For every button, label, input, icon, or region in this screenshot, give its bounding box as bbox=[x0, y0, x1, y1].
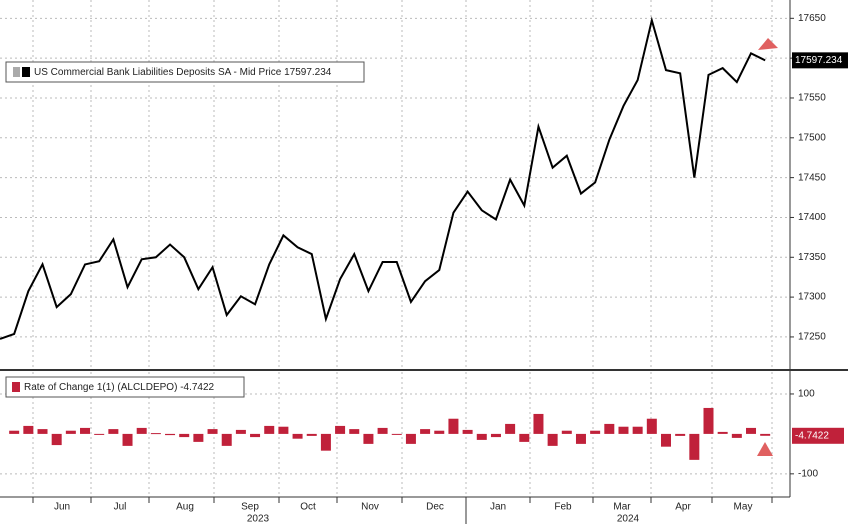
bar bbox=[533, 413, 544, 434]
x-tick-label: Apr bbox=[675, 502, 691, 513]
year-label: 2023 bbox=[247, 514, 270, 524]
x-tick-label: Oct bbox=[300, 502, 316, 513]
bar bbox=[448, 418, 459, 434]
x-tick-label: Aug bbox=[176, 502, 194, 513]
y-tick-label: 17450 bbox=[798, 172, 826, 183]
x-tick-label: Feb bbox=[554, 502, 572, 513]
bar bbox=[306, 433, 317, 436]
last-value-label: 17597.234 bbox=[795, 55, 843, 66]
x-tick-label: Sep bbox=[241, 502, 259, 513]
bar bbox=[94, 433, 105, 435]
x-tick-label: Mar bbox=[613, 502, 631, 513]
legend-name: Rate of Change 1(1) (ALCLDEPO) bbox=[24, 382, 177, 393]
year-label: 2024 bbox=[617, 514, 640, 524]
bar bbox=[675, 433, 686, 436]
x-tick-label: Jul bbox=[114, 502, 127, 513]
bar bbox=[278, 426, 289, 434]
bar bbox=[547, 433, 558, 446]
x-tick-label: Dec bbox=[426, 502, 444, 513]
bar bbox=[207, 429, 218, 434]
x-tick-label: Jan bbox=[490, 502, 506, 513]
bar bbox=[405, 433, 416, 444]
bar bbox=[604, 423, 615, 434]
legend-swatch bbox=[13, 67, 20, 77]
legend-value: -4.7422 bbox=[180, 382, 214, 393]
last-value-box bbox=[792, 427, 844, 444]
bar bbox=[136, 427, 147, 434]
bar bbox=[420, 429, 431, 434]
marker bbox=[758, 38, 778, 50]
legend-swatch bbox=[12, 382, 20, 392]
y-tick-label: 17400 bbox=[798, 212, 826, 223]
legend-swatch bbox=[22, 67, 30, 77]
y-tick-label: 17650 bbox=[798, 13, 826, 24]
x-tick-label: May bbox=[734, 502, 753, 513]
bar bbox=[717, 431, 728, 434]
x-tick-label: Jun bbox=[54, 502, 70, 513]
bar bbox=[122, 433, 133, 446]
bar bbox=[391, 433, 402, 435]
bar bbox=[575, 433, 586, 444]
bar bbox=[349, 429, 360, 434]
legend-label: Rate of Change 1(1) (ALCLDEPO) -4.7422 bbox=[24, 382, 215, 393]
bar bbox=[292, 433, 303, 439]
bar bbox=[646, 418, 657, 434]
y-tick-label: 17250 bbox=[798, 332, 826, 343]
bar bbox=[9, 430, 20, 434]
bar bbox=[320, 433, 331, 451]
y-tick-label: 17300 bbox=[798, 292, 826, 303]
y-tick-label: 100 bbox=[798, 389, 815, 400]
bar bbox=[689, 433, 700, 460]
legend-box bbox=[5, 376, 245, 398]
y-tick-label: 17500 bbox=[798, 132, 826, 143]
bar bbox=[703, 407, 714, 434]
bar bbox=[165, 433, 176, 436]
bar bbox=[179, 433, 190, 438]
bar bbox=[760, 433, 771, 436]
bar bbox=[108, 429, 119, 434]
bar bbox=[462, 429, 473, 434]
bar bbox=[476, 433, 487, 440]
bar bbox=[363, 433, 374, 444]
bar bbox=[632, 426, 643, 434]
bar bbox=[335, 425, 346, 434]
bar bbox=[731, 433, 742, 438]
bar bbox=[193, 433, 204, 442]
x-tick-label: Nov bbox=[361, 502, 379, 513]
bar bbox=[37, 429, 48, 434]
bar bbox=[264, 425, 275, 434]
y-tick-label: -100 bbox=[798, 468, 818, 479]
bar bbox=[561, 430, 572, 434]
bar bbox=[23, 425, 34, 434]
legend-label: US Commercial Bank Liabilities Deposits … bbox=[34, 67, 332, 78]
bar bbox=[235, 429, 246, 434]
bar bbox=[490, 433, 501, 438]
bar bbox=[65, 430, 76, 434]
bar bbox=[505, 423, 516, 434]
legend-value: 17597.234 bbox=[284, 67, 332, 78]
y-tick-label: 17550 bbox=[798, 93, 826, 104]
bar bbox=[150, 433, 161, 435]
bar bbox=[618, 426, 629, 434]
line-series bbox=[0, 16, 766, 340]
legend-name: US Commercial Bank Liabilities Deposits … bbox=[34, 67, 282, 78]
bar bbox=[590, 430, 601, 434]
y-tick-label: 17350 bbox=[798, 252, 826, 263]
bar bbox=[51, 433, 62, 446]
bar bbox=[80, 427, 91, 434]
bar bbox=[746, 427, 757, 434]
last-value-label: -4.7422 bbox=[795, 430, 829, 441]
last-value-box bbox=[792, 52, 848, 69]
bar bbox=[377, 427, 388, 434]
legend-box bbox=[5, 61, 365, 83]
bar bbox=[519, 433, 530, 442]
marker bbox=[757, 442, 773, 456]
bar bbox=[221, 433, 232, 446]
bar bbox=[434, 430, 445, 434]
bar bbox=[250, 433, 261, 438]
bar bbox=[660, 433, 671, 447]
